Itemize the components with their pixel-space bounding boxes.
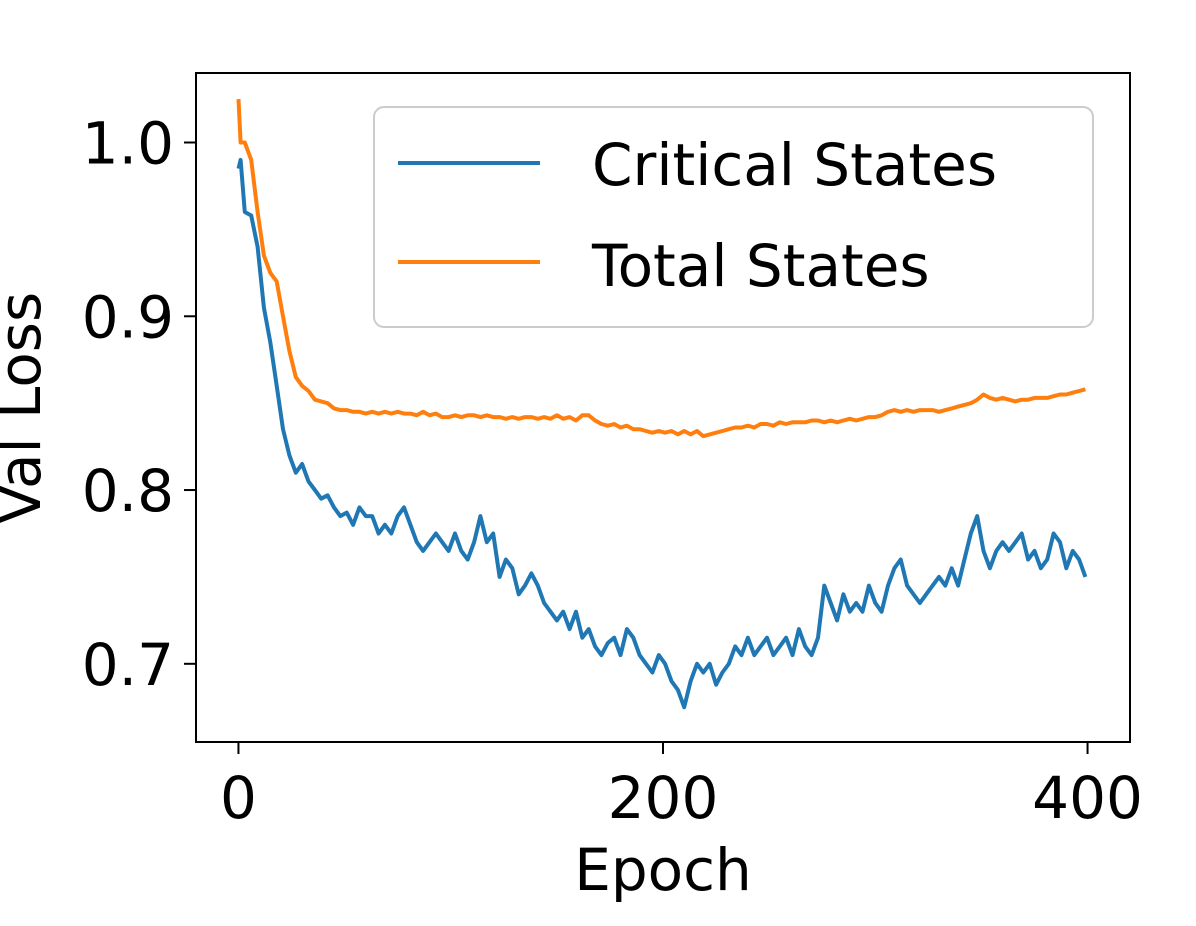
x-tick-label: 200 <box>608 764 719 832</box>
x-axis-title: Epoch <box>574 836 752 904</box>
series-lines <box>236 99 1088 710</box>
legend-label-critical-states: Critical States <box>592 131 997 199</box>
legend-label-total-states: Total States <box>591 232 930 300</box>
y-tick-label: 1.0 <box>82 110 174 178</box>
x-tick-label: 0 <box>220 764 257 832</box>
x-axis: 0 200 400 <box>220 742 1143 832</box>
y-tick-label: 0.9 <box>82 283 174 351</box>
y-axis: 0.7 0.8 0.9 1.0 <box>82 110 196 699</box>
y-tick-label: 0.7 <box>82 631 174 699</box>
series-line-total-states <box>236 99 1086 439</box>
x-tick-label: 400 <box>1032 764 1143 832</box>
legend-box <box>373 106 1094 328</box>
y-tick-label: 0.8 <box>82 457 174 525</box>
legend: Critical States Total States <box>373 106 1094 328</box>
y-axis-title: Val Loss <box>0 292 54 524</box>
series-line-critical-states <box>236 157 1088 710</box>
